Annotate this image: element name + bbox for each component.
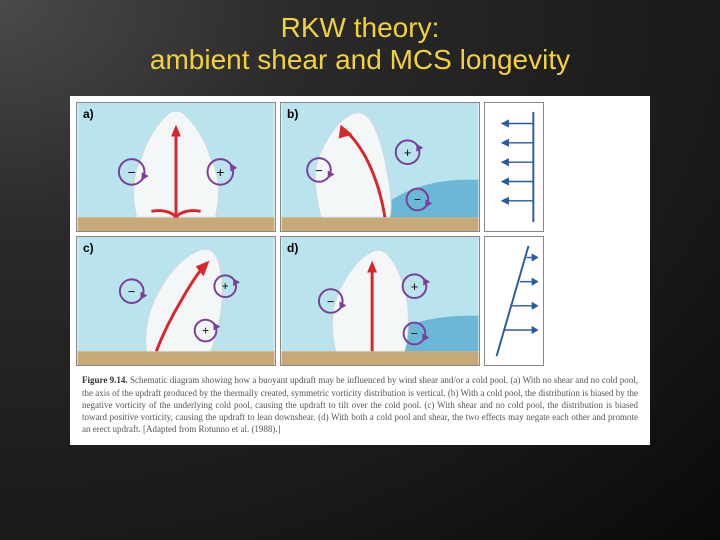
panel-b-pool-sign: − bbox=[414, 193, 421, 207]
panel-b-label: b) bbox=[287, 107, 298, 121]
title-line1: RKW theory: bbox=[20, 12, 700, 44]
panel-b: b) − bbox=[280, 102, 480, 232]
panel-a-right-sign: + bbox=[216, 165, 224, 180]
slide-title: RKW theory: ambient shear and MCS longev… bbox=[0, 0, 720, 84]
panel-c-right1-sign: + bbox=[222, 280, 229, 294]
shear-panel-top bbox=[484, 102, 544, 232]
panel-a-svg: − + bbox=[77, 103, 275, 231]
panel-a: a) − + bbox=[76, 102, 276, 232]
shear-panel-bottom bbox=[484, 236, 544, 366]
panel-d-svg: − + − bbox=[281, 237, 479, 365]
panel-b-svg: − + − bbox=[281, 103, 479, 231]
panel-c-left-sign: − bbox=[128, 284, 135, 299]
panel-a-label: a) bbox=[83, 107, 94, 121]
caption-text: Schematic diagram showing how a buoyant … bbox=[82, 375, 638, 434]
panel-d-pool-sign: − bbox=[411, 327, 418, 341]
panel-d: d) − bbox=[280, 236, 480, 366]
panel-d-right-sign: + bbox=[411, 280, 418, 295]
panel-c-label: c) bbox=[83, 241, 94, 255]
figure-container: a) − + bbox=[70, 96, 650, 445]
panel-grid: a) − + bbox=[76, 102, 644, 366]
panel-c-svg: − + + bbox=[77, 237, 275, 365]
panel-c-right2-sign: + bbox=[202, 324, 209, 338]
panel-c: c) − + bbox=[76, 236, 276, 366]
shear-top-svg bbox=[485, 103, 543, 231]
title-line2: ambient shear and MCS longevity bbox=[20, 44, 700, 76]
panel-b-left-sign: − bbox=[315, 163, 322, 178]
panel-b-right-sign: + bbox=[404, 146, 411, 161]
shear-bottom-svg bbox=[485, 237, 543, 365]
panel-a-left-sign: − bbox=[128, 165, 136, 180]
panel-d-label: d) bbox=[287, 241, 298, 255]
caption-label: Figure 9.14. bbox=[82, 375, 128, 385]
figure-caption: Figure 9.14. Schematic diagram showing h… bbox=[76, 366, 644, 439]
panel-d-left-sign: − bbox=[327, 294, 334, 309]
